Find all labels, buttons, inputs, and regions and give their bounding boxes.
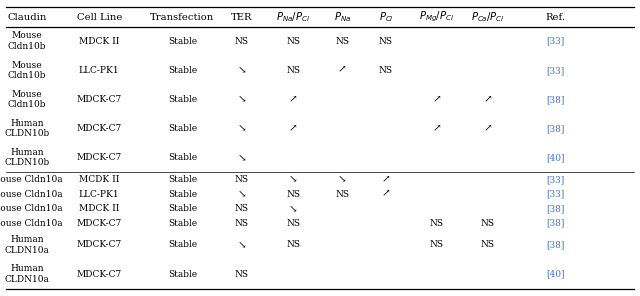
Text: ↗: ↗ xyxy=(381,175,390,184)
Text: Mouse Cldn10a: Mouse Cldn10a xyxy=(0,175,63,184)
Text: Cell Line: Cell Line xyxy=(77,12,122,22)
Text: ↘: ↘ xyxy=(237,66,246,75)
Text: ↗: ↗ xyxy=(381,189,390,199)
Text: [38]: [38] xyxy=(547,124,564,133)
Text: Ref.: Ref. xyxy=(545,12,566,22)
Text: $P_{Mg}/P_{Cl}$: $P_{Mg}/P_{Cl}$ xyxy=(419,10,454,24)
Text: ↗: ↗ xyxy=(483,124,492,133)
Text: Stable: Stable xyxy=(168,124,197,133)
Text: Stable: Stable xyxy=(168,153,197,162)
Text: NS: NS xyxy=(429,219,444,228)
Text: MDCK-C7: MDCK-C7 xyxy=(77,219,122,228)
Text: LLC-PK1: LLC-PK1 xyxy=(79,66,120,75)
Text: ↗: ↗ xyxy=(432,95,441,104)
Text: NS: NS xyxy=(235,270,249,279)
Text: ↘: ↘ xyxy=(237,153,246,162)
Text: NS: NS xyxy=(235,175,249,184)
Text: MDCK II: MDCK II xyxy=(79,37,120,46)
Text: Human
CLDN10b: Human CLDN10b xyxy=(4,119,49,138)
Text: ↘: ↘ xyxy=(338,175,347,184)
Text: [38]: [38] xyxy=(547,240,564,250)
Text: NS: NS xyxy=(235,204,249,213)
Text: [40]: [40] xyxy=(547,153,564,162)
Text: ↗: ↗ xyxy=(338,66,347,75)
Text: MDCK-C7: MDCK-C7 xyxy=(77,124,122,133)
Text: Stable: Stable xyxy=(168,219,197,228)
Text: Stable: Stable xyxy=(168,37,197,46)
Text: Stable: Stable xyxy=(168,270,197,279)
Text: Stable: Stable xyxy=(168,175,197,184)
Text: NS: NS xyxy=(286,66,300,75)
Text: MDCK-C7: MDCK-C7 xyxy=(77,95,122,104)
Text: Stable: Stable xyxy=(168,189,197,199)
Text: [33]: [33] xyxy=(547,175,564,184)
Text: NS: NS xyxy=(286,189,300,199)
Text: [38]: [38] xyxy=(547,219,564,228)
Text: NS: NS xyxy=(235,219,249,228)
Text: ↘: ↘ xyxy=(237,189,246,199)
Text: NS: NS xyxy=(481,219,495,228)
Text: $P_{Cl}$: $P_{Cl}$ xyxy=(378,10,394,24)
Text: NS: NS xyxy=(481,240,495,250)
Text: NS: NS xyxy=(286,240,300,250)
Text: [33]: [33] xyxy=(547,189,564,199)
Text: LLC-PK1: LLC-PK1 xyxy=(79,189,120,199)
Text: NS: NS xyxy=(429,240,444,250)
Text: $P_{Na}/P_{Cl}$: $P_{Na}/P_{Cl}$ xyxy=(276,10,310,24)
Text: Transfection: Transfection xyxy=(150,12,214,22)
Text: ↘: ↘ xyxy=(237,124,246,133)
Text: [40]: [40] xyxy=(547,270,564,279)
Text: Stable: Stable xyxy=(168,204,197,213)
Text: MDCK-C7: MDCK-C7 xyxy=(77,153,122,162)
Text: [38]: [38] xyxy=(547,204,564,213)
Text: $P_{Na}$: $P_{Na}$ xyxy=(334,10,351,24)
Text: Human
CLDN10a: Human CLDN10a xyxy=(4,264,49,284)
Text: MCDK II: MCDK II xyxy=(79,175,120,184)
Text: MDCK-C7: MDCK-C7 xyxy=(77,240,122,250)
Text: ↗: ↗ xyxy=(289,95,298,104)
Text: NS: NS xyxy=(379,66,393,75)
Text: NS: NS xyxy=(379,37,393,46)
Text: TER: TER xyxy=(231,12,253,22)
Text: Human
CLDN10a: Human CLDN10a xyxy=(4,235,49,255)
Text: ↘: ↘ xyxy=(289,175,298,184)
Text: $P_{Ca}/P_{Cl}$: $P_{Ca}/P_{Cl}$ xyxy=(471,10,504,24)
Text: [38]: [38] xyxy=(547,95,564,104)
Text: Stable: Stable xyxy=(168,66,197,75)
Text: NS: NS xyxy=(335,37,349,46)
Text: [33]: [33] xyxy=(547,37,564,46)
Text: NS: NS xyxy=(335,189,349,199)
Text: ↗: ↗ xyxy=(432,124,441,133)
Text: MDCK II: MDCK II xyxy=(79,204,120,213)
Text: NS: NS xyxy=(286,219,300,228)
Text: [33]: [33] xyxy=(547,66,564,75)
Text: MDCK-C7: MDCK-C7 xyxy=(77,270,122,279)
Text: Mouse
Cldn10b: Mouse Cldn10b xyxy=(8,61,46,80)
Text: NS: NS xyxy=(286,37,300,46)
Text: Mouse
Cldn10b: Mouse Cldn10b xyxy=(8,31,46,51)
Text: Claudin: Claudin xyxy=(7,12,47,22)
Text: Mouse Cldn10a: Mouse Cldn10a xyxy=(0,204,63,213)
Text: Stable: Stable xyxy=(168,240,197,250)
Text: NS: NS xyxy=(235,37,249,46)
Text: Mouse
Cldn10b: Mouse Cldn10b xyxy=(8,90,46,109)
Text: ↘: ↘ xyxy=(237,95,246,104)
Text: Human
CLDN10b: Human CLDN10b xyxy=(4,148,49,167)
Text: Mouse Cldn10a: Mouse Cldn10a xyxy=(0,219,63,228)
Text: ↗: ↗ xyxy=(289,124,298,133)
Text: ↘: ↘ xyxy=(289,204,298,213)
Text: Stable: Stable xyxy=(168,95,197,104)
Text: ↗: ↗ xyxy=(483,95,492,104)
Text: ↘: ↘ xyxy=(237,240,246,250)
Text: Mouse Cldn10a: Mouse Cldn10a xyxy=(0,189,63,199)
